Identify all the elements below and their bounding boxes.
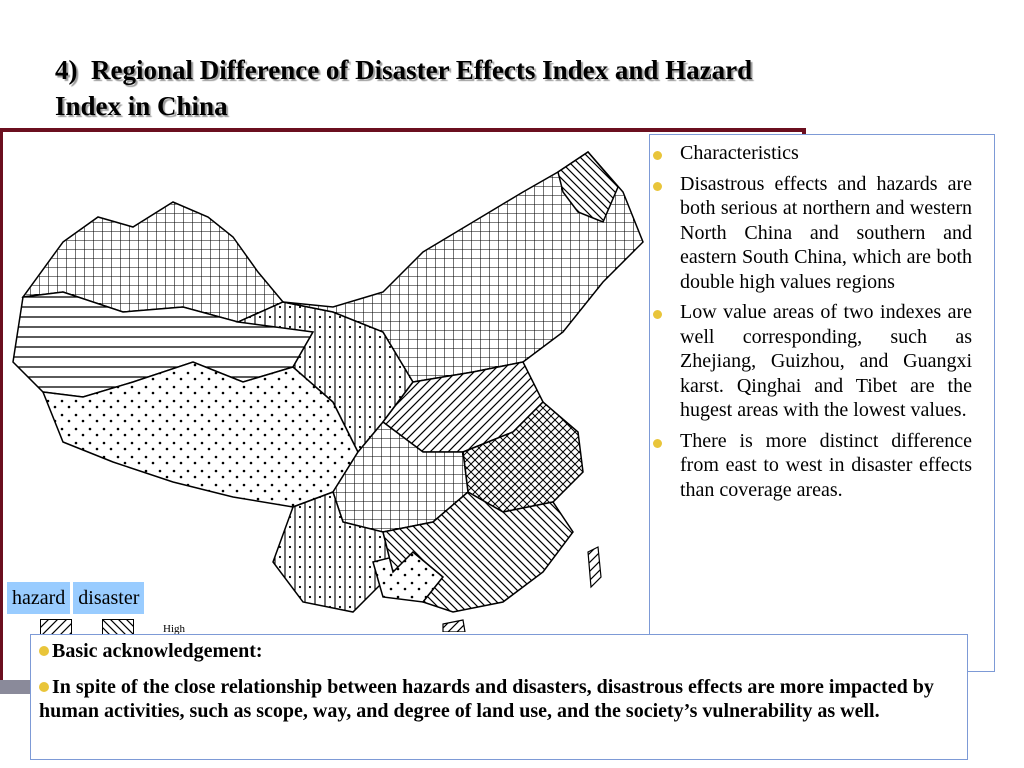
map-legend-header: hazard disaster: [6, 582, 146, 614]
acknowledgement-body: In spite of the close relationship betwe…: [39, 676, 934, 722]
list-item-text: Low value areas of two indexes are well …: [680, 301, 972, 421]
bullet-icon: [653, 310, 662, 319]
list-item: Characteristics: [653, 141, 972, 166]
bullet-icon: [653, 438, 662, 448]
characteristics-box: Characteristics Disastrous effects and h…: [649, 134, 995, 672]
bullet-icon: [39, 682, 49, 692]
bullet-icon: [39, 646, 49, 656]
china-map: [12, 151, 644, 632]
slide-title: 4) Regional Difference of Disaster Effec…: [55, 55, 753, 121]
legend-hazard-swatch: [40, 619, 72, 635]
characteristics-list: Characteristics Disastrous effects and h…: [653, 141, 972, 503]
list-item-text: Disastrous effects and hazards are both …: [680, 172, 972, 293]
legend-disaster-swatch: [102, 619, 134, 635]
map-frame: [0, 128, 806, 680]
legend-high-label: High: [163, 623, 185, 635]
bullet-icon: [653, 181, 662, 191]
bullet-icon: [653, 151, 662, 160]
map-frame-edge: [802, 128, 806, 136]
legend-disaster-label: disaster: [72, 582, 145, 614]
list-item: Low value areas of two indexes are well …: [653, 300, 972, 423]
legend-hazard-label: hazard: [6, 582, 71, 614]
list-item: There is more distinct difference from e…: [653, 429, 972, 503]
list-item: Disastrous effects and hazards are both …: [653, 172, 972, 295]
list-item-text: Characteristics: [680, 142, 799, 164]
list-item-text: There is more distinct difference from e…: [680, 429, 972, 501]
acknowledgement-heading: Basic acknowledgement:: [39, 639, 959, 663]
acknowledgement-box: Basic acknowledgement: In spite of the c…: [30, 634, 968, 760]
map-shadow: [0, 680, 30, 694]
